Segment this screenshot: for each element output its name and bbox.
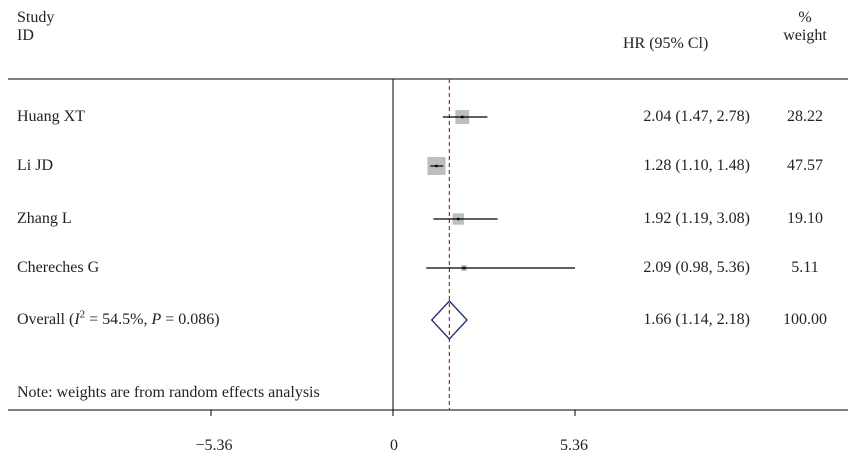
study-weight: 5.11 <box>791 259 819 276</box>
overall-label: Overall (I2 = 54.5%, P = 0.086) <box>17 308 220 329</box>
study-header-line1: Study <box>17 9 55 26</box>
weight-header-line1: % <box>798 9 812 26</box>
overall-weight: 100.00 <box>783 311 827 328</box>
study-hr-text: 2.04 (1.47, 2.78) <box>643 108 750 125</box>
point-estimate <box>456 217 460 221</box>
overall-label-suffix: = 0.086) <box>161 311 220 328</box>
study-hr-text: 2.09 (0.98, 5.36) <box>643 259 750 276</box>
study-label: Huang XT <box>17 108 85 125</box>
overall-diamond <box>430 300 468 340</box>
study-hr-text: 1.92 (1.19, 3.08) <box>643 210 750 227</box>
study-weight: 28.22 <box>787 108 823 125</box>
study-label: Zhang L <box>17 210 72 227</box>
study-label: Li JD <box>17 157 53 174</box>
p-symbol: P <box>151 311 162 328</box>
study-header-line2: ID <box>17 27 34 44</box>
study-hr-text: 1.28 (1.10, 1.48) <box>643 157 750 174</box>
x-tick-label: −5.36 <box>195 437 233 454</box>
i-squared-symbol: I <box>74 311 80 328</box>
point-estimate <box>435 164 438 168</box>
point-estimate <box>462 266 466 270</box>
x-tick-label: 5.36 <box>560 437 588 454</box>
study-weight: 19.10 <box>787 210 823 227</box>
i-squared-exponent: 2 <box>79 308 86 321</box>
x-tick-label: 0 <box>390 437 398 454</box>
weight-header: % weight <box>770 9 840 45</box>
overall-hr-text: 1.66 (1.14, 2.18) <box>643 311 750 328</box>
weight-header-line2: weight <box>783 27 827 44</box>
study-weight: 47.57 <box>787 157 823 174</box>
overall-label-prefix: Overall ( <box>17 311 75 328</box>
study-label: Chereches G <box>17 259 100 276</box>
note-text: Note: weights are from random effects an… <box>17 384 320 401</box>
study-header: Study ID <box>17 9 54 45</box>
overall-label-mid: = 54.5%, <box>85 311 152 328</box>
point-estimate <box>461 115 464 119</box>
hr-header: HR (95% Cl) <box>623 35 709 52</box>
